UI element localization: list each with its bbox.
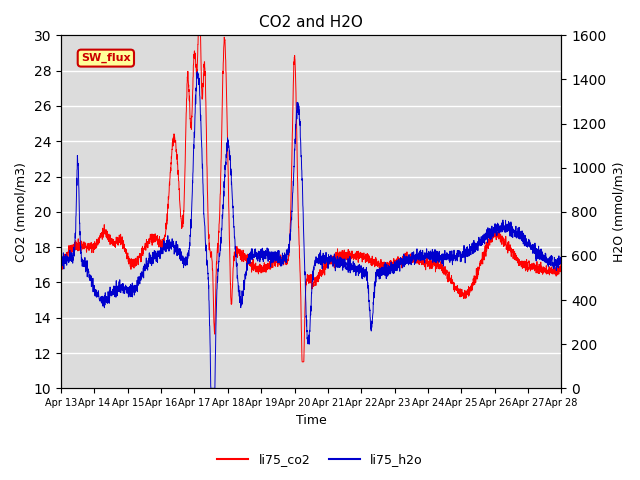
Legend: li75_co2, li75_h2o: li75_co2, li75_h2o xyxy=(212,448,428,471)
X-axis label: Time: Time xyxy=(296,414,326,427)
Title: CO2 and H2O: CO2 and H2O xyxy=(259,15,363,30)
Y-axis label: CO2 (mmol/m3): CO2 (mmol/m3) xyxy=(15,162,28,262)
Text: SW_flux: SW_flux xyxy=(81,53,131,63)
Y-axis label: H2O (mmol/m3): H2O (mmol/m3) xyxy=(612,162,625,262)
